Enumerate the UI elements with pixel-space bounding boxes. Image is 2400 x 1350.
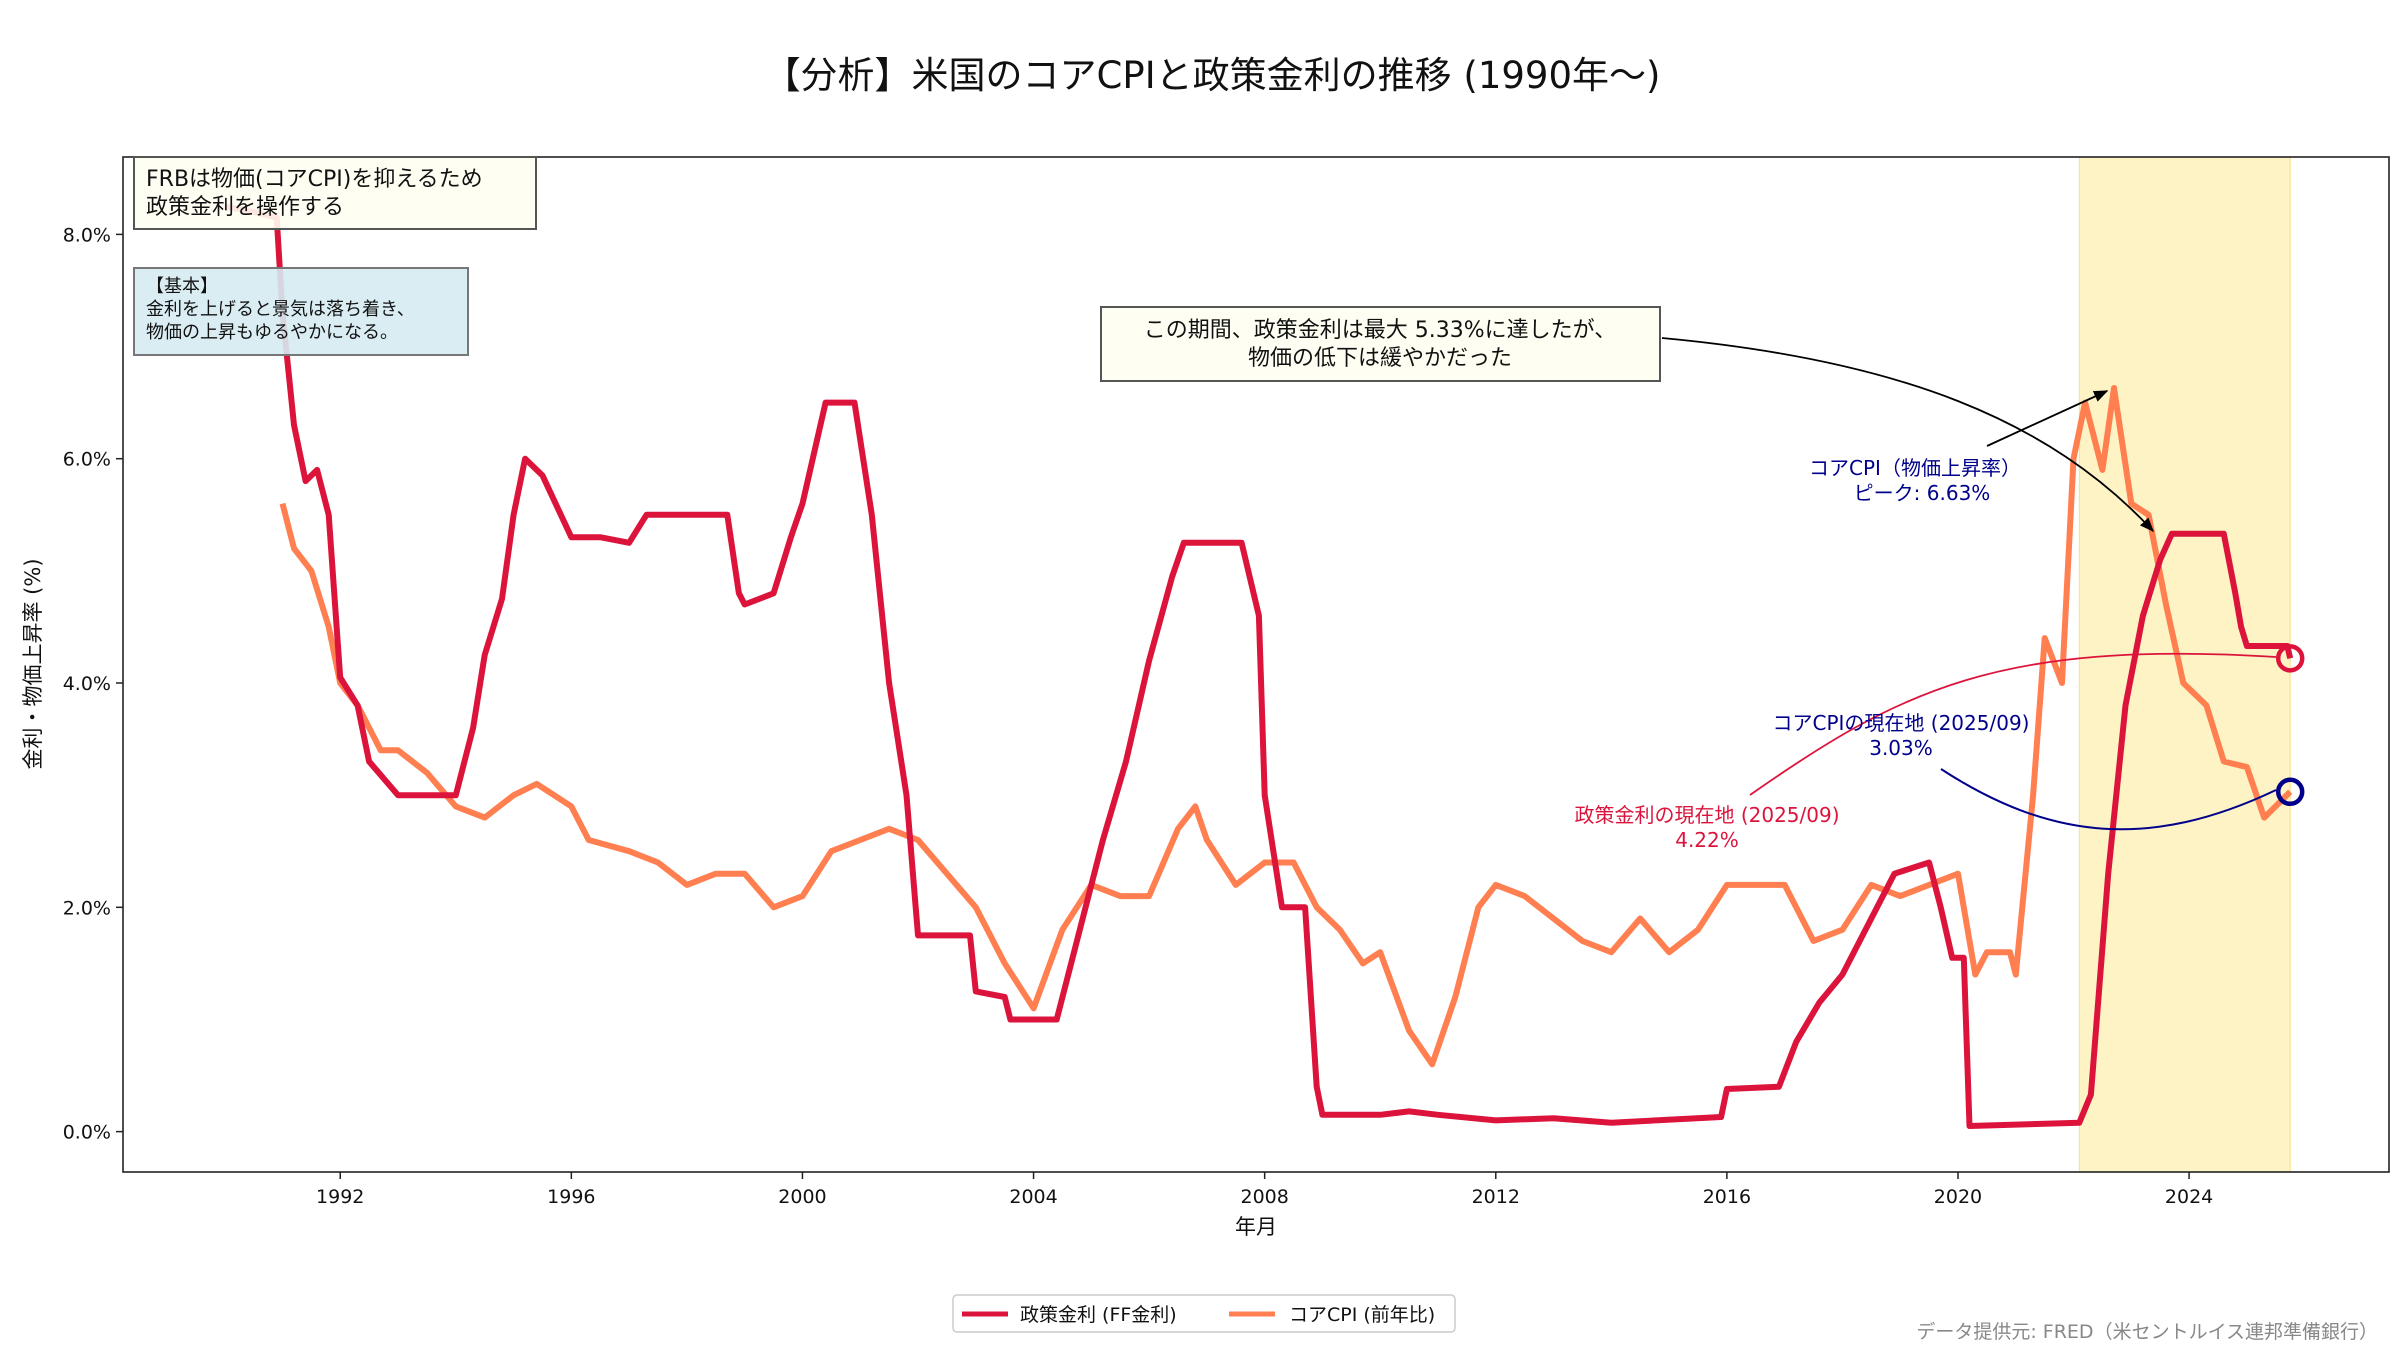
y-tick-label: 6.0% <box>63 449 111 471</box>
cpi-peak-arrow <box>1986 390 2109 447</box>
highlight-band <box>2078 156 2291 1173</box>
rate-now-label-2: 4.22% <box>1675 828 1739 852</box>
cpi-peak-label-1: コアCPI（物価上昇率） <box>1809 456 2021 480</box>
x-tick-label: 2004 <box>1009 1186 1057 1208</box>
x-tick-label: 2008 <box>1240 1186 1288 1208</box>
cpi-now-arrow <box>1940 768 2277 831</box>
x-tick-label: 1996 <box>547 1186 595 1208</box>
x-tick-label: 1992 <box>316 1186 364 1208</box>
legend-label-rate: 政策金利 (FF金利) <box>1020 1304 1177 1326</box>
cpi-peak-label-2: ピーク: 6.63% <box>1854 481 1991 505</box>
cpi-now-label-1: コアCPIの現在地 (2025/09) <box>1773 711 2030 735</box>
frb-note: FRBは物価(コアCPI)を抑えるため 政策金利を操作する <box>133 156 537 230</box>
period-note: この期間、政策金利は最大 5.33%に達したが、 物価の低下は緩やかだった <box>1100 306 1661 382</box>
cpi-now-marker <box>2275 777 2305 807</box>
rate-now-arrow <box>1749 652 2277 796</box>
frb-note-line-1: FRBは物価(コアCPI)を抑えるため <box>146 167 483 192</box>
y-tick-label: 2.0% <box>63 897 111 919</box>
y-tick-label: 8.0% <box>63 224 111 246</box>
basic-note-line-3: 物価の上昇もゆるやかになる。 <box>146 322 398 343</box>
x-tick-label: 2020 <box>1934 1186 1982 1208</box>
y-tick-label: 0.0% <box>63 1122 111 1144</box>
series-line-rate <box>224 203 2294 1129</box>
chart-title: 【分析】米国のコアCPIと政策金利の推移 (1990年〜) <box>764 54 1661 97</box>
cpi-now-label-2: 3.03% <box>1869 736 1933 760</box>
period-arrow <box>1661 337 2154 533</box>
period-note-line-2: 物価の低下は緩やかだった <box>1248 346 1512 371</box>
y-tick-label: 4.0% <box>63 673 111 695</box>
legend: 政策金利 (FF金利) コアCPI (前年比) <box>952 1294 1456 1333</box>
basic-note-line-2: 金利を上げると景気は落ち着き、 <box>146 299 415 320</box>
x-tick-label: 2016 <box>1703 1186 1751 1208</box>
frb-note-line-2: 政策金利を操作する <box>146 195 344 220</box>
basic-note: 【基本】 金利を上げると景気は落ち着き、 物価の上昇もゆるやかになる。 <box>133 267 469 356</box>
basic-note-line-1: 【基本】 <box>146 276 218 297</box>
series-line-cpi <box>279 385 2293 1068</box>
x-tick-label: 2000 <box>778 1186 826 1208</box>
x-tick-label: 2012 <box>1472 1186 1520 1208</box>
source-note: データ提供元: FRED（米セントルイス連邦準備銀行） <box>1916 1321 2378 1343</box>
legend-label-cpi: コアCPI (前年比) <box>1289 1304 1435 1326</box>
x-axis-label: 年月 <box>1235 1215 1277 1239</box>
plot-frame <box>122 156 2390 1173</box>
period-note-line-1: この期間、政策金利は最大 5.33%に達したが、 <box>1144 318 1616 343</box>
y-axis-label: 金利・物価上昇率 (%) <box>21 558 45 769</box>
rate-now-marker <box>2275 644 2305 673</box>
rate-now-label-1: 政策金利の現在地 (2025/09) <box>1574 803 1839 827</box>
x-tick-label: 2024 <box>2165 1186 2213 1208</box>
